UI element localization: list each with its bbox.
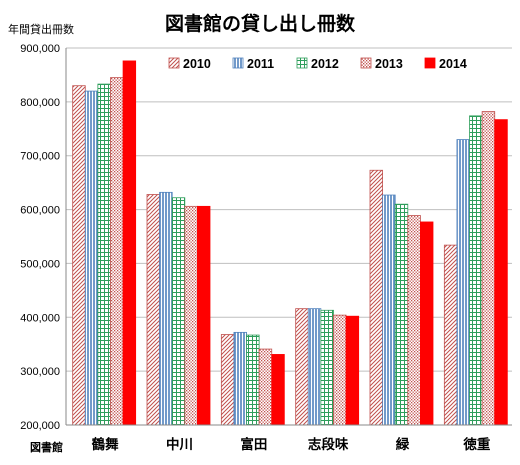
category-label: 志段味 (308, 436, 349, 453)
bar-2011-6 (456, 139, 470, 426)
bar-2010-4 (295, 308, 309, 426)
bar-2010-6 (443, 244, 458, 426)
bar-2012-5 (394, 203, 409, 426)
bar-2014-6 (494, 119, 508, 426)
bar-2012-1 (97, 83, 111, 426)
gridlines (66, 47, 512, 426)
y-tick-label: 300,000 (20, 366, 60, 378)
bar-2011-2 (159, 191, 173, 426)
bar-2011-1 (84, 90, 99, 426)
bar-2010-3 (220, 334, 235, 426)
bar-2014-2 (196, 205, 211, 426)
bar-2010-2 (146, 194, 161, 426)
legend-swatch-2014 (424, 57, 436, 69)
bar-2011-4 (307, 308, 322, 426)
legend-label: 2014 (439, 57, 467, 71)
legend-label: 2012 (311, 57, 339, 71)
legend-swatch-2012 (296, 57, 308, 69)
bar-2011-3 (233, 331, 247, 426)
bar-2013-2 (184, 205, 198, 426)
y-axis-label: 年間貸出冊数 (8, 22, 74, 36)
legend-label: 2013 (375, 57, 403, 71)
y-tick-label: 400,000 (20, 312, 60, 324)
category-label: 富田 (240, 436, 267, 453)
bar-2013-1 (110, 77, 124, 426)
legend-swatch-2010 (168, 57, 180, 69)
legend-swatch-2011 (232, 57, 244, 69)
bar-2012-6 (469, 115, 483, 426)
category-label: 鶴舞 (92, 436, 119, 453)
chart-title: 図書館の貸し出し冊数 (165, 12, 356, 35)
y-tick-label: 900,000 (20, 43, 60, 55)
y-tick-label: 700,000 (20, 151, 60, 163)
bar-2011-5 (382, 194, 396, 426)
x-axis-label: 図書館 (30, 440, 63, 454)
y-tick-label: 200,000 (20, 420, 60, 432)
legend-label: 2011 (247, 57, 274, 71)
bars (72, 60, 508, 426)
bar-2013-5 (407, 215, 421, 426)
bar-2012-3 (246, 334, 260, 426)
bar-2010-1 (72, 85, 86, 426)
bar-2014-3 (271, 354, 285, 426)
bar-2010-5 (369, 169, 384, 426)
category-label: 徳重 (462, 436, 490, 453)
y-tick-label: 500,000 (20, 258, 60, 270)
bar-2013-3 (258, 348, 273, 426)
y-tick-label: 800,000 (20, 97, 60, 109)
bar-2012-2 (171, 197, 186, 426)
bar-2014-1 (122, 60, 137, 426)
legend-swatch-2013 (360, 57, 372, 69)
bar-2012-4 (320, 309, 334, 426)
bar-2014-5 (419, 221, 434, 426)
bar-2013-4 (333, 314, 347, 426)
legend-label: 2010 (183, 57, 211, 71)
bar-2013-6 (481, 111, 496, 426)
y-axis-ticks: 200,000 300,000 400,000 500,000 600,000 700,0… (20, 43, 60, 432)
y-tick-label: 600,000 (20, 205, 60, 217)
category-label: 緑 (396, 436, 410, 453)
bar-2014-4 (345, 315, 360, 426)
category-labels: 鶴舞 中川 富田 志段味 緑 徳重 (92, 436, 491, 453)
legend: 2010 2011 2012 2013 2014 (168, 57, 467, 71)
category-label: 中川 (166, 436, 193, 453)
